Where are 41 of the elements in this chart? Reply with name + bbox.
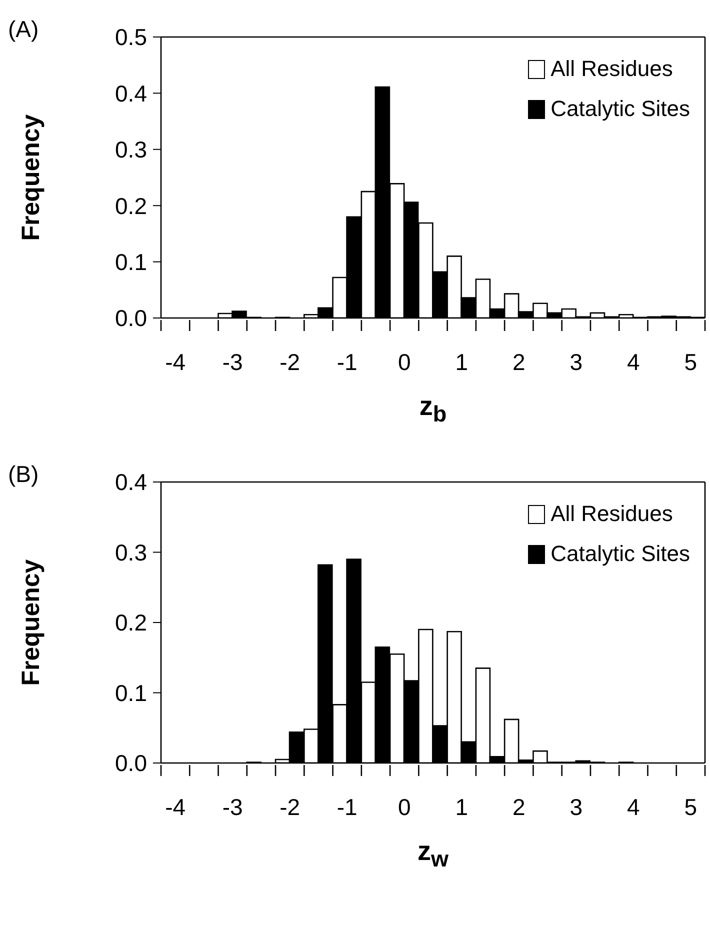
legend-label: All Residues	[550, 56, 673, 82]
x-tick-label: 2	[512, 349, 526, 375]
x-tick-label: -4	[165, 349, 186, 375]
x-tick-label: -2	[280, 349, 300, 375]
x-tick-label: 4	[627, 794, 640, 820]
y-tick-label: 0.0	[115, 750, 147, 776]
x-axis-title: z$_{w}$	[416, 836, 450, 872]
y-tick-label: 0.2	[115, 192, 147, 219]
x-tick-label: 1	[455, 794, 468, 820]
x-axis-title: z$_{b}$	[418, 391, 448, 428]
y-tick-label: 0.4	[115, 469, 148, 496]
y-tick-label: 0.0	[115, 305, 147, 332]
x-tick-label: 5	[684, 794, 698, 820]
y-tick-label: 0.2	[115, 610, 147, 636]
x-tick-label: 0	[398, 349, 411, 375]
y-tick-label: 0.1	[115, 680, 147, 706]
chart-title: (B)	[8, 461, 39, 488]
legend-label: Catalytic Sites	[550, 96, 690, 122]
x-tick-label: 4	[627, 349, 640, 375]
legend-label: Catalytic Sites	[550, 541, 690, 567]
x-tick-label: 3	[570, 349, 583, 375]
legend-label: All Residues	[550, 501, 673, 527]
y-axis-title: Frequency	[16, 559, 45, 686]
y-axis-title: Frequency	[16, 114, 45, 241]
x-tick-label: -1	[336, 794, 358, 820]
x-tick-label: 2	[512, 794, 526, 820]
y-tick-label: 0.3	[115, 539, 147, 566]
x-tick-label: -3	[222, 349, 243, 375]
x-tick-label: -4	[165, 794, 186, 820]
x-tick-label: 5	[684, 349, 698, 375]
x-tick-label: 3	[570, 794, 583, 820]
x-tick-label: -3	[222, 794, 243, 820]
y-tick-label: 0.4	[115, 80, 148, 106]
y-tick-label: 0.5	[115, 24, 147, 50]
x-tick-label: -1	[336, 349, 358, 375]
y-tick-label: 0.3	[115, 136, 147, 163]
x-tick-label: 0	[398, 794, 411, 820]
chart-title: (A)	[8, 16, 39, 43]
x-tick-label: -2	[280, 794, 300, 820]
y-tick-label: 0.1	[115, 248, 147, 275]
x-tick-label: 1	[455, 349, 468, 375]
